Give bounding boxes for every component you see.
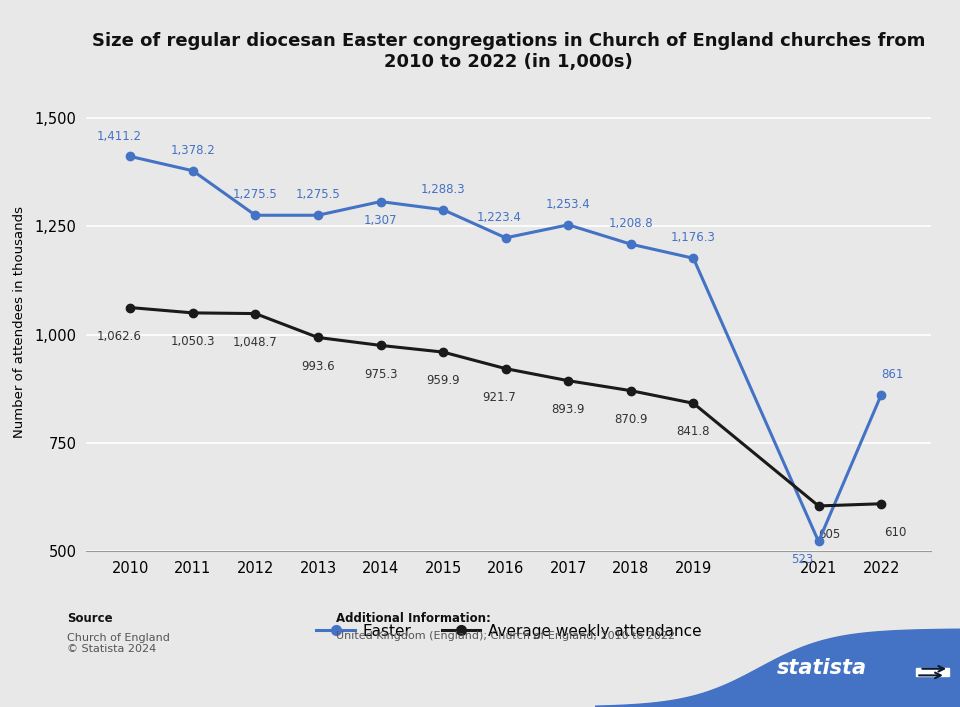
Average weekly attendance	[374, 341, 386, 350]
Text: 605: 605	[819, 528, 841, 541]
Text: 1,048.7: 1,048.7	[233, 336, 277, 349]
Text: Church of England
© Statista 2024: Church of England © Statista 2024	[67, 633, 170, 655]
Text: 893.9: 893.9	[551, 403, 585, 416]
Polygon shape	[595, 629, 960, 707]
Text: Source: Source	[67, 612, 113, 624]
Text: 841.8: 841.8	[677, 426, 710, 438]
Average weekly attendance	[500, 364, 512, 373]
Easter	[438, 206, 449, 214]
Text: 1,378.2: 1,378.2	[171, 144, 215, 157]
Text: 861: 861	[881, 368, 903, 381]
Text: United Kingdom (England); Church of England; 2010 to 2022: United Kingdom (England); Church of Engl…	[336, 631, 675, 641]
Easter	[625, 240, 636, 248]
Text: 1,307: 1,307	[364, 214, 397, 227]
Title: Size of regular diocesan Easter congregations in Church of England churches from: Size of regular diocesan Easter congrega…	[92, 32, 925, 71]
Legend: Easter, Average weekly attendance: Easter, Average weekly attendance	[310, 618, 708, 645]
Easter	[563, 221, 574, 229]
Easter	[813, 537, 825, 546]
Text: statista: statista	[777, 658, 867, 679]
Text: 959.9: 959.9	[426, 374, 460, 387]
Line: Average weekly attendance: Average weekly attendance	[126, 303, 885, 510]
Text: Additional Information:: Additional Information:	[336, 612, 491, 624]
Text: 1,275.5: 1,275.5	[296, 188, 340, 201]
Average weekly attendance	[187, 309, 199, 317]
Text: 975.3: 975.3	[364, 368, 397, 380]
Text: 870.9: 870.9	[614, 413, 648, 426]
Text: 1,062.6: 1,062.6	[97, 329, 141, 343]
Text: 993.6: 993.6	[301, 360, 335, 373]
Text: 1,275.5: 1,275.5	[233, 188, 277, 201]
Text: 610: 610	[884, 526, 906, 539]
Text: 1,288.3: 1,288.3	[420, 183, 466, 196]
Easter	[500, 233, 512, 242]
Text: 1,253.4: 1,253.4	[546, 198, 590, 211]
Easter	[374, 197, 386, 206]
Easter	[687, 254, 699, 262]
Average weekly attendance	[250, 310, 261, 318]
Average weekly attendance	[438, 348, 449, 356]
Y-axis label: Number of attendees in thousands: Number of attendees in thousands	[13, 206, 26, 438]
Text: 921.7: 921.7	[482, 391, 516, 404]
Average weekly attendance	[813, 502, 825, 510]
Text: 1,208.8: 1,208.8	[609, 217, 653, 230]
Average weekly attendance	[625, 387, 636, 395]
Text: 523: 523	[791, 554, 813, 566]
Average weekly attendance	[563, 376, 574, 385]
Text: 1,223.4: 1,223.4	[476, 211, 521, 224]
Easter	[187, 166, 199, 175]
Average weekly attendance	[876, 500, 887, 508]
Text: 1,411.2: 1,411.2	[97, 129, 141, 143]
Easter	[876, 391, 887, 399]
Text: 1,176.3: 1,176.3	[671, 231, 716, 245]
Easter	[250, 211, 261, 219]
Average weekly attendance	[125, 303, 136, 312]
Average weekly attendance	[687, 399, 699, 407]
Average weekly attendance	[312, 333, 324, 341]
FancyBboxPatch shape	[916, 668, 949, 676]
Easter	[312, 211, 324, 219]
Easter	[125, 152, 136, 160]
Text: 1,050.3: 1,050.3	[171, 335, 215, 348]
Line: Easter: Easter	[126, 152, 885, 546]
